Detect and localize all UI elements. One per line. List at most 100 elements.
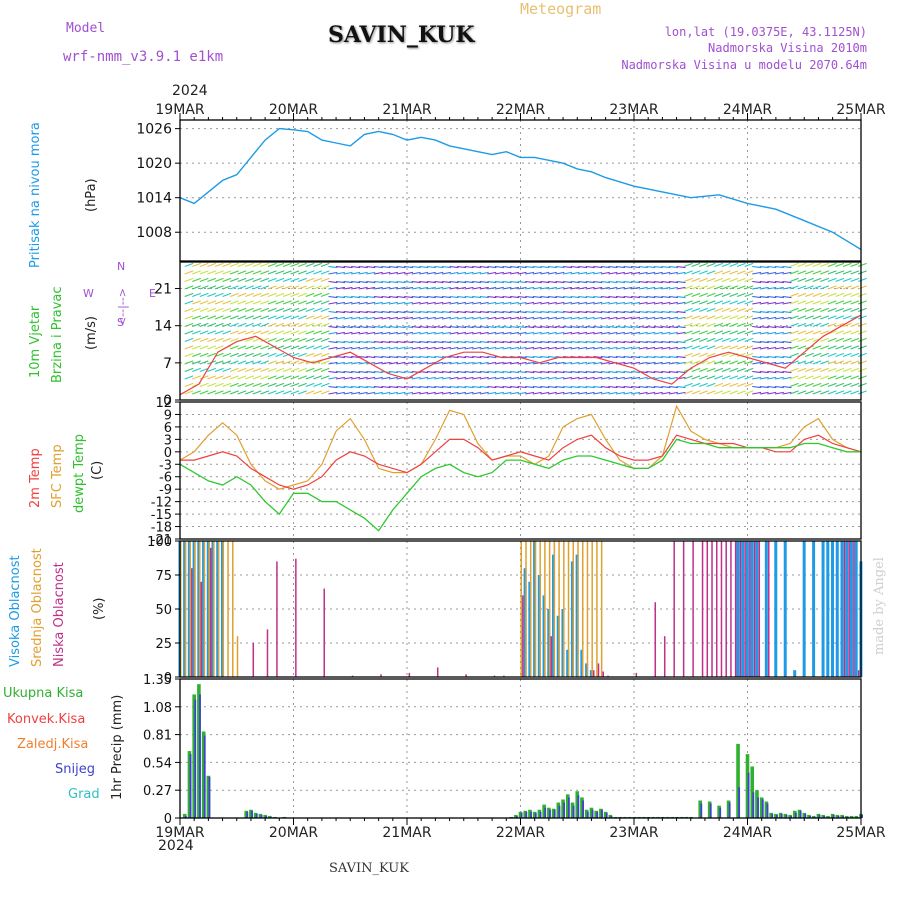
wind-arrow	[381, 271, 391, 275]
wind-arrow	[820, 367, 829, 373]
pressure-panel-frame	[179, 119, 862, 262]
wind-arrow	[638, 331, 648, 335]
wind-arrow	[646, 310, 656, 314]
wind-arrow	[510, 265, 520, 269]
wind-arrow	[404, 331, 414, 335]
wind-arrow	[683, 375, 693, 380]
wind-arrow	[683, 337, 693, 343]
wind-arrow	[229, 262, 239, 268]
low-cloud-bar	[351, 675, 354, 677]
wind-arrow	[184, 352, 194, 358]
wind-arrow	[275, 337, 285, 343]
wind-arrow	[736, 382, 746, 388]
wind-arrow	[744, 360, 754, 365]
wind-arrow	[608, 271, 618, 275]
wind-arrow	[721, 270, 731, 275]
wind-arrow	[229, 307, 239, 313]
precip-snow-bar	[549, 809, 551, 818]
wind-arrow	[736, 315, 746, 320]
wind-arrow	[426, 301, 436, 305]
wind-arrow	[343, 265, 353, 269]
high-cloud-bar	[802, 541, 806, 677]
wind-arrow	[699, 367, 708, 373]
wind-arrow	[547, 265, 557, 269]
high-cloud-bar	[523, 568, 527, 677]
wind-arrow	[759, 331, 769, 335]
low-cloud-bar	[711, 541, 713, 677]
wind-arrow	[419, 340, 429, 344]
wind-arrow	[358, 310, 368, 314]
wind-arrow	[683, 315, 693, 320]
precip-snow-bar	[572, 805, 575, 818]
wind-arrow	[464, 265, 474, 269]
wind-arrow	[805, 330, 814, 335]
wind-arrow	[646, 385, 656, 389]
wind-arrow	[721, 285, 731, 290]
wind-arrow	[464, 271, 474, 275]
wind-arrow	[457, 316, 467, 320]
low-cloud-bar	[493, 675, 496, 677]
wind-arrow	[502, 265, 512, 269]
wind-arrow	[767, 310, 777, 314]
wind-arrow	[547, 376, 557, 380]
wind-arrow	[547, 355, 557, 359]
y-tick-label: -3	[159, 458, 172, 473]
wind-arrow	[623, 271, 633, 275]
wind-arrow	[192, 262, 201, 268]
wind-arrow	[335, 280, 346, 284]
wind-arrow	[729, 277, 739, 283]
wind-arrow	[615, 271, 625, 275]
wind-arrow	[366, 376, 376, 380]
wind-arrow	[252, 375, 262, 380]
wind-arrow	[320, 285, 330, 290]
wind-arrow	[434, 286, 444, 290]
wind-arrow	[419, 286, 429, 290]
wind-arrow	[184, 292, 194, 298]
wind-arrow	[457, 346, 467, 350]
wind-arrow	[608, 376, 618, 380]
wind-arrow	[631, 355, 641, 359]
wind-arrow	[305, 337, 315, 343]
wind-arrow	[214, 360, 224, 365]
wind-arrow	[820, 345, 829, 350]
wind-arrow	[298, 307, 307, 313]
wind-arrow	[857, 360, 867, 365]
wind-arrow	[449, 346, 459, 350]
wind-arrow	[282, 360, 292, 365]
wind-arrow	[744, 330, 754, 335]
year-label-top: 2024	[172, 83, 208, 99]
wind-arrow	[457, 295, 467, 299]
wind-arrow	[827, 300, 837, 305]
wind-arrow	[820, 307, 829, 313]
high-cloud-bar	[547, 609, 551, 677]
wind-arrow	[260, 315, 270, 320]
wind-arrow	[615, 310, 626, 314]
wind-arrow	[305, 262, 315, 268]
wind-arrow	[388, 331, 398, 335]
wind-arrow	[714, 277, 724, 283]
wind-arrow	[509, 391, 520, 395]
wind-arrow	[305, 390, 315, 395]
wind-arrow	[396, 331, 406, 335]
wind-arrow	[562, 295, 573, 299]
wind-arrow	[313, 375, 323, 380]
wind-arrow	[298, 360, 307, 365]
wind-arrow	[638, 376, 648, 380]
wind-arrow	[562, 265, 573, 269]
wind-arrow	[381, 361, 391, 365]
wind-arrow	[562, 286, 573, 290]
wind-arrow	[320, 307, 330, 313]
wind-arrow	[782, 346, 792, 350]
wind-arrow	[691, 330, 701, 335]
wind-arrow	[638, 286, 648, 290]
wind-arrow	[290, 352, 300, 358]
y-tick-label: 3	[164, 433, 172, 448]
wind-arrow	[184, 375, 194, 380]
precip-snow-bar	[520, 812, 523, 818]
wind-arrow	[199, 307, 209, 313]
precip-snow-bar	[255, 813, 258, 818]
wind-arrow	[631, 376, 641, 380]
wind-arrow	[600, 316, 610, 320]
wind-arrow	[812, 292, 822, 298]
wind-arrow	[691, 345, 701, 350]
